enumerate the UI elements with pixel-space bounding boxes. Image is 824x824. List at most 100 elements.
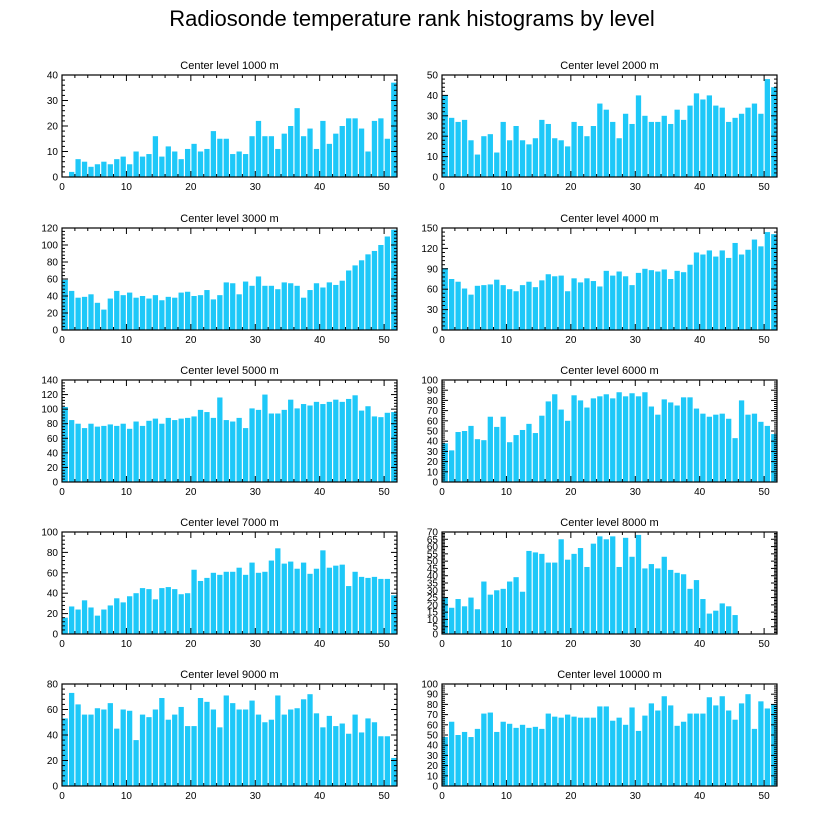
- x-tick-label: 30: [630, 487, 642, 498]
- y-tick-label: 120: [41, 224, 58, 235]
- histogram-bar: [178, 706, 184, 786]
- y-tick-label: 0: [52, 478, 58, 489]
- histogram-bar: [352, 265, 358, 330]
- histogram-bar: [674, 572, 680, 634]
- histogram-bar: [197, 151, 204, 177]
- y-tick-label: 10: [427, 615, 439, 626]
- y-tick-label: 150: [421, 224, 438, 235]
- y-tick-label: 0: [432, 478, 438, 489]
- histogram-bar: [564, 420, 571, 482]
- x-tick-label: 20: [185, 639, 197, 650]
- histogram-bar: [281, 409, 287, 482]
- histogram-bar: [507, 289, 513, 330]
- histogram-bar: [268, 285, 275, 330]
- histogram-bar: [184, 417, 191, 482]
- histogram-bar: [107, 164, 113, 177]
- histogram-bar: [732, 242, 738, 330]
- histogram-bar: [294, 568, 300, 634]
- histogram-bar: [262, 136, 268, 177]
- histogram-bar: [133, 421, 139, 482]
- histogram-bar: [687, 588, 693, 634]
- histogram-bar: [378, 245, 384, 330]
- histogram-panel: Center level 9000 m 0 10 20 30 40 50 0 20 40 60 80: [47, 669, 398, 802]
- histogram-bar: [262, 394, 268, 482]
- histogram-bar: [700, 413, 706, 482]
- histogram-bar: [571, 278, 577, 330]
- histogram-bar: [223, 571, 229, 634]
- histogram-bar: [680, 119, 687, 177]
- histogram-bar: [139, 156, 146, 177]
- histogram-bar: [281, 563, 287, 634]
- histogram-bar: [487, 594, 493, 634]
- histogram-bar: [577, 126, 584, 177]
- histogram-bar: [88, 714, 94, 786]
- histogram-bar: [481, 713, 487, 786]
- histogram-bar: [693, 252, 700, 330]
- histogram-bar: [552, 138, 558, 177]
- y-tick-label: 0: [52, 173, 58, 184]
- histogram-bar: [474, 439, 481, 482]
- histogram-bar: [597, 396, 603, 482]
- histogram-bar: [94, 302, 101, 330]
- histogram-bar: [210, 572, 217, 634]
- histogram-bar: [249, 408, 255, 482]
- histogram-bar: [700, 599, 706, 634]
- histogram-bar: [262, 285, 268, 330]
- histogram-bar: [539, 119, 545, 177]
- y-tick-label: 80: [427, 396, 439, 407]
- histogram-bar: [635, 95, 642, 177]
- x-tick-label: 40: [694, 182, 706, 193]
- y-tick-label: 40: [47, 731, 59, 742]
- histogram-bar: [230, 571, 236, 634]
- histogram-bar: [455, 599, 461, 634]
- histogram-bar: [629, 707, 635, 786]
- histogram-bar: [352, 571, 358, 634]
- histogram-bar: [313, 283, 320, 330]
- histogram-bar: [197, 698, 204, 786]
- histogram-bar: [713, 414, 719, 482]
- y-tick-label: 20: [47, 122, 59, 133]
- histogram-bar: [577, 282, 584, 330]
- y-tick-label: 20: [47, 756, 59, 767]
- y-tick-label: 90: [427, 386, 439, 397]
- histogram-bar: [230, 703, 236, 787]
- histogram-bar: [146, 717, 152, 786]
- histogram-bar: [687, 264, 693, 330]
- histogram-bar: [738, 254, 745, 330]
- histogram-bar: [494, 152, 500, 177]
- x-tick-label: 20: [185, 182, 197, 193]
- histogram-bar: [635, 396, 642, 482]
- histogram-bar: [69, 290, 75, 330]
- histogram-bar: [616, 138, 622, 177]
- histogram-bar: [88, 166, 94, 177]
- y-tick-label: 60: [47, 275, 59, 286]
- histogram-bar: [114, 728, 120, 787]
- histogram-bar: [114, 159, 120, 177]
- y-tick-label: 30: [427, 751, 439, 762]
- y-tick-label: 0: [432, 326, 438, 337]
- histogram-bar: [88, 423, 94, 482]
- histogram-bar: [307, 694, 313, 786]
- y-tick-label: 100: [41, 241, 58, 252]
- y-tick-label: 20: [47, 463, 59, 474]
- y-tick-label: 55: [427, 549, 439, 560]
- histogram-bar: [210, 709, 217, 786]
- histogram-bar: [494, 731, 500, 786]
- histogram-bar: [713, 256, 719, 330]
- x-tick-label: 0: [59, 639, 65, 650]
- histogram-bar: [288, 561, 294, 634]
- histogram-bar: [706, 613, 712, 634]
- histogram-bar: [584, 717, 590, 786]
- histogram-bar: [120, 156, 126, 177]
- histogram-bar: [584, 136, 590, 177]
- y-tick-label: 40: [47, 448, 59, 459]
- histogram-bar: [320, 550, 326, 634]
- histogram-bar: [616, 392, 622, 482]
- y-tick-label: 30: [427, 586, 439, 597]
- histogram-bar: [745, 694, 751, 786]
- histogram-bar: [275, 695, 281, 786]
- y-tick-label: 80: [47, 548, 59, 559]
- histogram-bar: [184, 593, 191, 634]
- histogram-bar: [236, 417, 242, 482]
